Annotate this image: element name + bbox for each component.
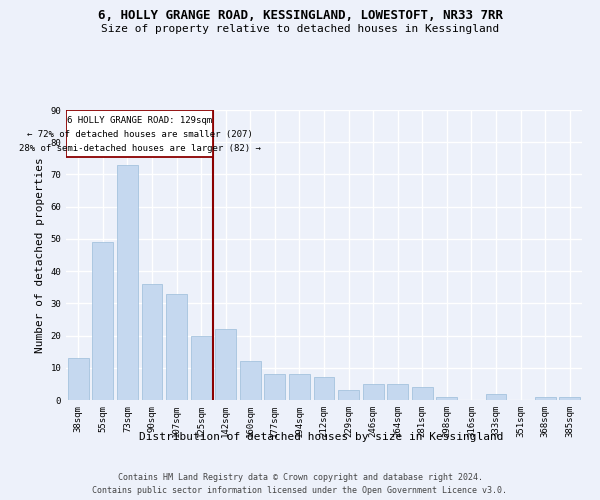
Bar xyxy=(68,358,89,400)
Text: Size of property relative to detached houses in Kessingland: Size of property relative to detached ho… xyxy=(101,24,499,34)
Bar xyxy=(142,284,163,400)
Bar xyxy=(240,362,261,400)
Bar xyxy=(338,390,359,400)
Bar xyxy=(117,165,138,400)
Bar xyxy=(362,384,383,400)
Text: 6 HOLLY GRANGE ROAD: 129sqm: 6 HOLLY GRANGE ROAD: 129sqm xyxy=(67,116,212,125)
Bar xyxy=(485,394,506,400)
Text: Distribution of detached houses by size in Kessingland: Distribution of detached houses by size … xyxy=(139,432,503,442)
Bar xyxy=(387,384,408,400)
Text: 6, HOLLY GRANGE ROAD, KESSINGLAND, LOWESTOFT, NR33 7RR: 6, HOLLY GRANGE ROAD, KESSINGLAND, LOWES… xyxy=(97,9,503,22)
Text: Contains HM Land Registry data © Crown copyright and database right 2024.
Contai: Contains HM Land Registry data © Crown c… xyxy=(92,473,508,495)
Bar xyxy=(535,397,556,400)
Text: 28% of semi-detached houses are larger (82) →: 28% of semi-detached houses are larger (… xyxy=(19,144,260,153)
Text: ← 72% of detached houses are smaller (207): ← 72% of detached houses are smaller (20… xyxy=(27,130,253,139)
Bar xyxy=(166,294,187,400)
Bar xyxy=(92,242,113,400)
Bar xyxy=(215,329,236,400)
Bar xyxy=(289,374,310,400)
Bar xyxy=(265,374,286,400)
Bar xyxy=(66,110,214,156)
Bar xyxy=(436,397,457,400)
Bar xyxy=(191,336,212,400)
Bar xyxy=(412,387,433,400)
Y-axis label: Number of detached properties: Number of detached properties xyxy=(35,157,45,353)
Bar xyxy=(314,378,334,400)
Bar xyxy=(559,397,580,400)
